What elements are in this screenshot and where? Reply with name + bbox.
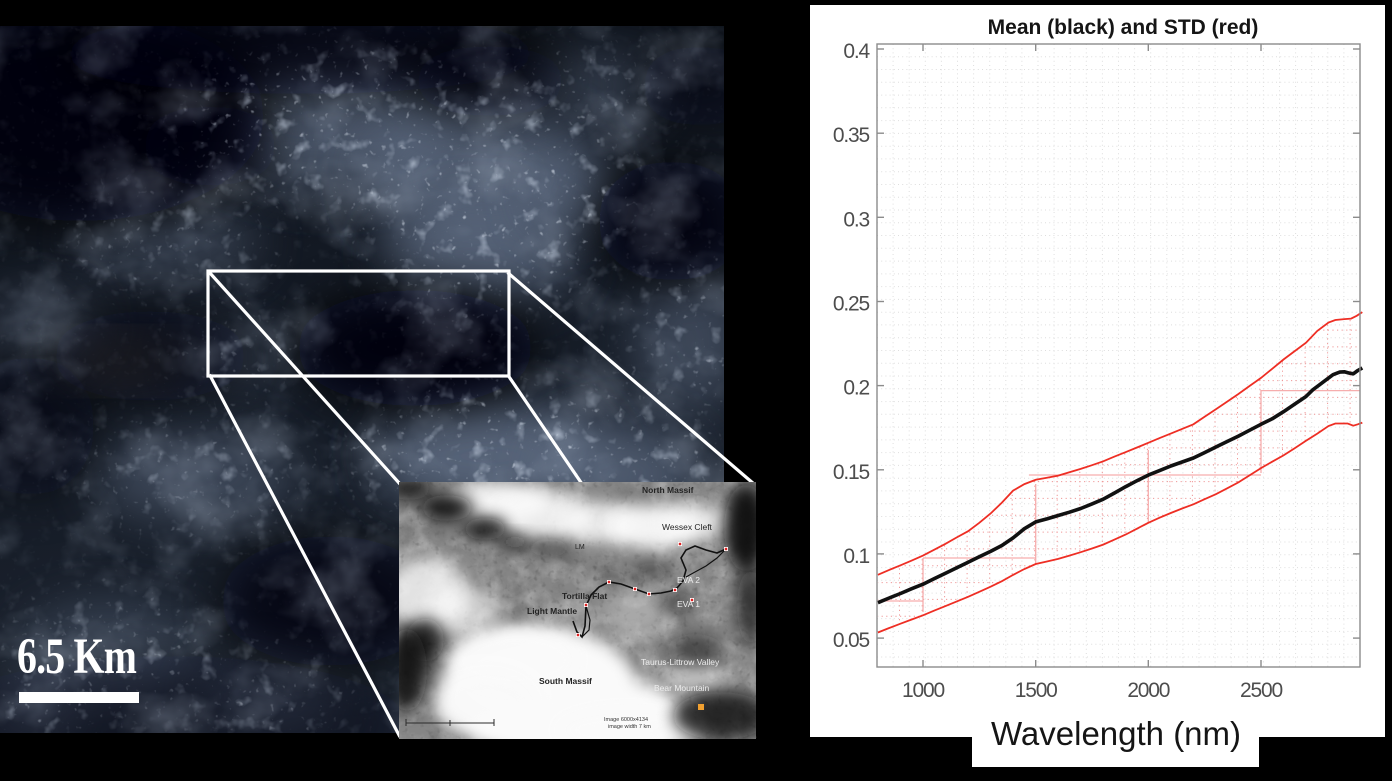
svg-text:1000: 1000 (902, 679, 944, 702)
svg-text:0.1: 0.1 (843, 545, 869, 568)
svg-text:North Massif: North Massif (642, 485, 694, 495)
svg-text:South Massif: South Massif (539, 676, 592, 686)
svg-text:0.35: 0.35 (833, 124, 870, 147)
svg-text:Image 6000x4134: Image 6000x4134 (604, 717, 648, 723)
svg-text:Light Mantle: Light Mantle (527, 606, 577, 616)
svg-text:Mean (black) and STD (red): Mean (black) and STD (red) (988, 16, 1259, 39)
svg-text:Bear Mountain: Bear Mountain (654, 683, 710, 693)
svg-text:LM: LM (575, 544, 585, 551)
svg-text:0.15: 0.15 (833, 461, 870, 484)
svg-text:Wavelength (nm): Wavelength (nm) (991, 715, 1241, 752)
svg-text:0.3: 0.3 (843, 208, 869, 231)
svg-text:Taurus-Littrow Valley: Taurus-Littrow Valley (641, 657, 720, 667)
svg-text:EVA 1: EVA 1 (677, 599, 700, 609)
svg-text:1500: 1500 (1015, 679, 1057, 702)
svg-text:0.4: 0.4 (843, 40, 870, 63)
svg-text:Tortilla Flat: Tortilla Flat (562, 591, 607, 601)
svg-text:2000: 2000 (1127, 679, 1169, 702)
svg-text:0.05: 0.05 (833, 629, 870, 652)
svg-text:0.25: 0.25 (833, 293, 870, 316)
svg-text:image width 7 km: image width 7 km (608, 724, 651, 730)
svg-text:2500: 2500 (1240, 679, 1282, 702)
svg-text:EVA 2: EVA 2 (677, 575, 700, 585)
svg-text:0.2: 0.2 (843, 377, 869, 400)
svg-text:Wessex Cleft: Wessex Cleft (662, 522, 713, 532)
